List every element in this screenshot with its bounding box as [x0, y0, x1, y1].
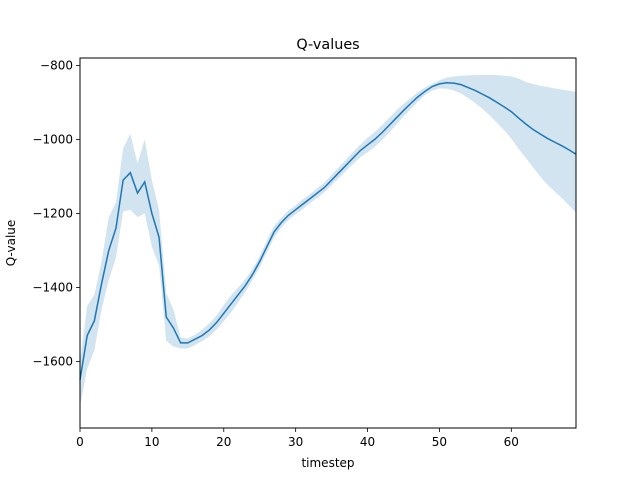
x-axis: 0 10 20 30 40 50 60: [76, 428, 519, 449]
y-axis-label: Q-value: [4, 220, 18, 267]
series-0-line: [79, 82, 577, 381]
y-axis: −800 −1000 −1200 −1400 −1600: [32, 58, 80, 368]
y-tick-label: −800: [40, 58, 73, 72]
plot-area: [79, 75, 577, 406]
y-tick-label: −1600: [32, 354, 73, 368]
x-tick-label: 40: [360, 435, 375, 449]
x-tick-label: 0: [76, 435, 84, 449]
chart-title: Q-values: [296, 37, 359, 53]
x-tick-label: 50: [432, 435, 447, 449]
x-tick-label: 60: [504, 435, 519, 449]
axes-frame: [79, 57, 577, 429]
x-tick-label: 20: [216, 435, 231, 449]
x-tick-label: 30: [288, 435, 303, 449]
x-tick-label: 10: [144, 435, 159, 449]
y-tick-label: −1400: [32, 280, 73, 294]
y-tick-label: −1000: [32, 132, 73, 146]
series-0-confidence-band: [80, 75, 576, 406]
x-axis-label: timestep: [301, 456, 354, 470]
y-tick-label: −1200: [32, 206, 73, 220]
